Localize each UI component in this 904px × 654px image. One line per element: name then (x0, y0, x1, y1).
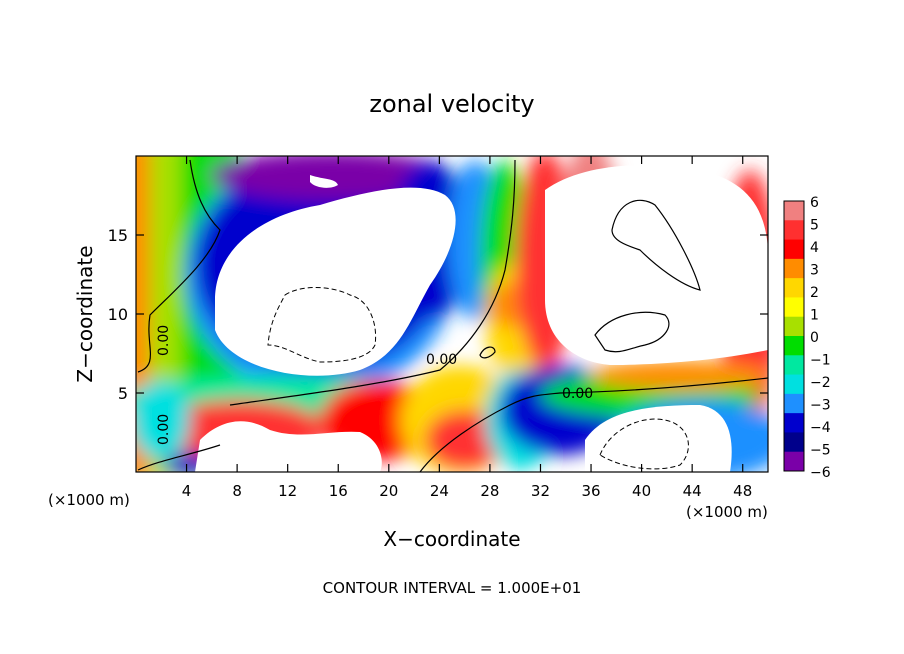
x-tick-label: 48 (733, 482, 752, 500)
contour-interval-footer: CONTOUR INTERVAL = 1.000E+01 (323, 579, 582, 597)
colorbar-swatch (784, 201, 804, 221)
x-tick-label: 12 (278, 482, 297, 500)
colorbar-label: 2 (810, 285, 819, 301)
colorbar-label: −5 (810, 443, 831, 459)
colorbar-swatch (784, 336, 804, 356)
colorbar-swatch (784, 413, 804, 433)
colorbar-label: 1 (810, 308, 819, 324)
x-unit-left: (×1000 m) (48, 491, 130, 509)
x-tick-label: 24 (430, 482, 449, 500)
colorbar-swatch (784, 451, 804, 472)
colorbar-label: −6 (810, 465, 831, 481)
y-axis-label: Z−coordinate (73, 245, 97, 382)
colorbar-label: 3 (810, 263, 819, 279)
y-tick-label: 5 (118, 384, 128, 403)
y-tick-label: 15 (108, 226, 128, 245)
colorbar-label: −2 (810, 375, 831, 391)
colorbar-label: 5 (810, 218, 819, 234)
x-tick-label: 16 (329, 482, 348, 500)
colorbar-swatch (784, 316, 804, 337)
x-tick-label: 8 (232, 482, 242, 500)
x-tick-label: 40 (632, 482, 651, 500)
chart-title: zonal velocity (369, 90, 534, 118)
contour-label: 0.00 (156, 414, 172, 445)
x-tick-label: 44 (683, 482, 702, 500)
x-tick-label: 28 (480, 482, 499, 500)
colorbar-label: 0 (810, 330, 819, 346)
x-tick-label: 36 (581, 482, 600, 500)
x-tick-label: 32 (531, 482, 550, 500)
colorbar-swatch (784, 355, 804, 376)
colorbar-swatch (784, 393, 804, 414)
y-tick-label: 10 (108, 305, 128, 324)
x-unit-right: (×1000 m) (686, 503, 768, 521)
colorbar-swatch (784, 258, 804, 279)
x-tick-label: 4 (182, 482, 192, 500)
x-axis-label: X−coordinate (383, 527, 520, 551)
contour-label: 0.00 (156, 325, 172, 356)
contour-label: 0.00 (562, 386, 593, 402)
colorbar: 6 5 4 3 2 1 0 −1 −2 −3 −4 −5 −6 (783, 195, 831, 481)
colorbar-label: −4 (810, 420, 831, 436)
colorbar-label: 6 (810, 195, 819, 211)
contour-label: 0.00 (426, 352, 457, 368)
heatmap-field: 0.00 0.00 0.00 0.00 (136, 156, 768, 472)
colorbar-label: −3 (810, 398, 831, 414)
colorbar-swatch (784, 432, 804, 453)
colorbar-frame (783, 200, 805, 472)
x-tick-label: 20 (379, 482, 398, 500)
colorbar-swatch (784, 374, 804, 395)
colorbar-label: −1 (810, 353, 831, 369)
colorbar-swatch (784, 239, 804, 260)
y-axis: 5 10 15 (108, 226, 768, 403)
colorbar-swatch (784, 278, 804, 298)
colorbar-label: 4 (810, 240, 819, 256)
colorbar-swatch (784, 297, 804, 318)
colorbar-swatch (784, 220, 804, 241)
x-axis: 4 8 12 16 20 24 28 32 36 40 44 48 (182, 156, 752, 500)
